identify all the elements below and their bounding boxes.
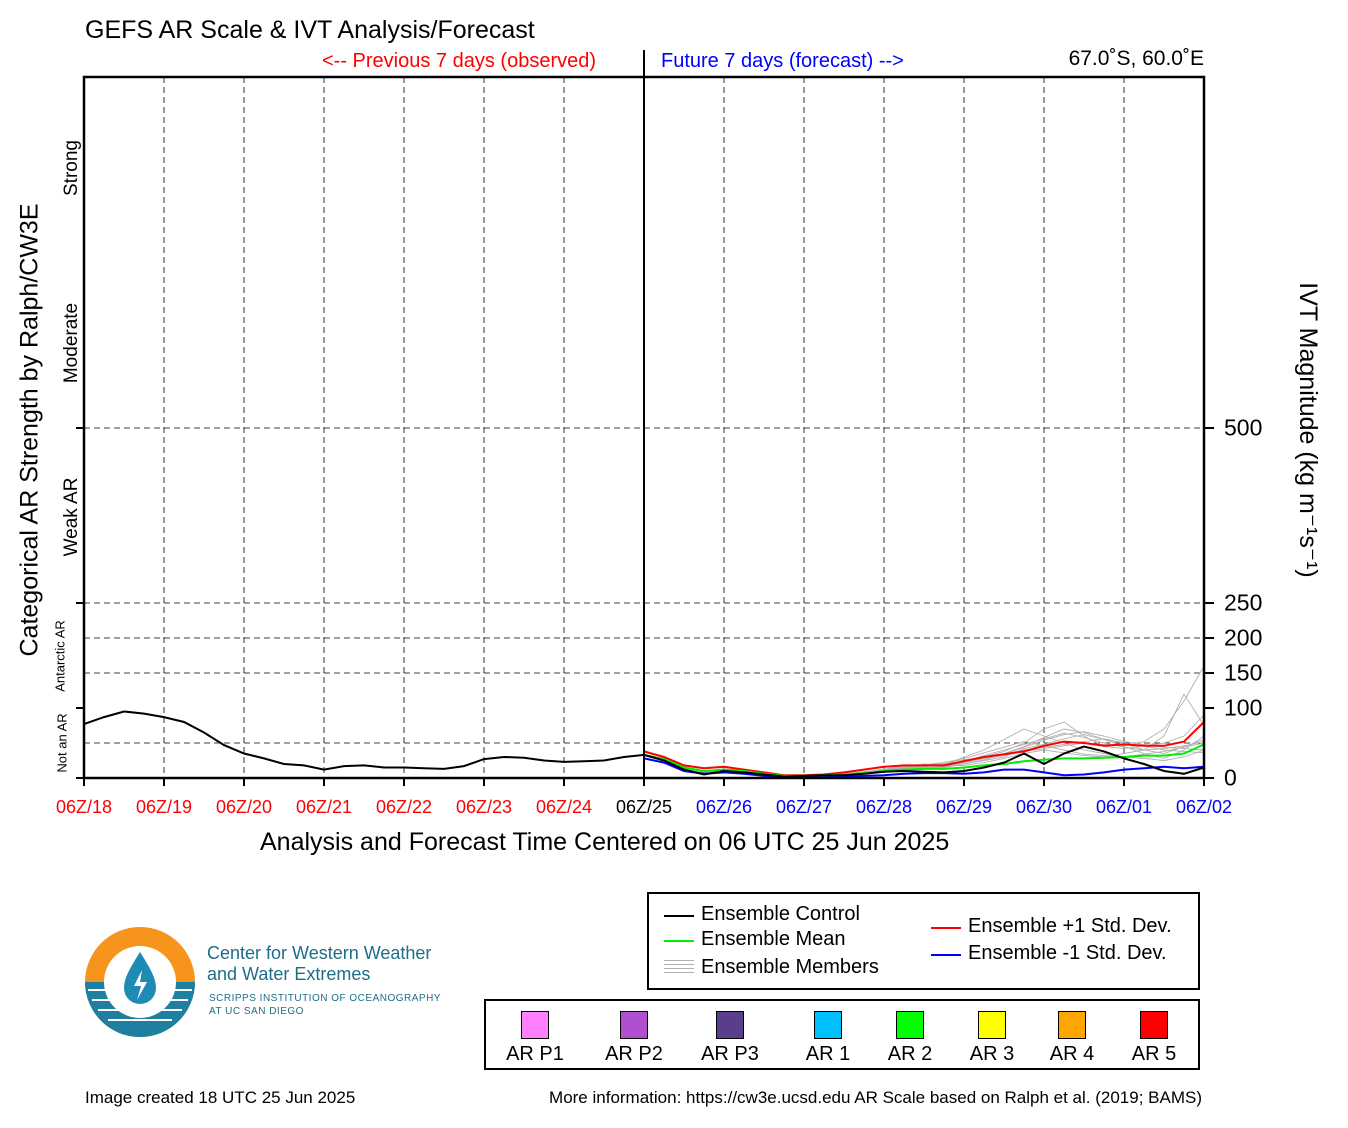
ar-scale-label: AR 5 [1131, 1043, 1177, 1065]
category-strong-label: Strong [61, 140, 82, 196]
ar-scale-label: AR 3 [969, 1043, 1015, 1065]
more-info-footer: More information: https://cw3e.ucsd.edu … [549, 1088, 1202, 1107]
ar-scale-item: AR P2 [594, 1011, 674, 1066]
ar-scale-label: AR 2 [887, 1043, 933, 1065]
y-axis-left-label: Categorical AR Strength by Ralph/CW3E [15, 203, 44, 657]
lightning-icon [134, 970, 147, 1000]
ar-scale-swatch [620, 1011, 648, 1039]
x-axis-label: Analysis and Forecast Time Centered on 0… [260, 828, 950, 856]
legend-control-swatch [664, 915, 694, 917]
x-tick-label: 06Z/28 [855, 797, 913, 817]
ar-scale-swatch [1058, 1011, 1086, 1039]
x-tick-label: 06Z/22 [375, 797, 433, 817]
x-tick-label: 06Z/26 [695, 797, 753, 817]
ar-scale-swatch [978, 1011, 1006, 1039]
legend-minus-swatch [931, 954, 961, 956]
ar-scale-item: AR 1 [788, 1011, 868, 1066]
series-lines [83, 710, 1205, 778]
category-not-ar-label: Not an AR [54, 713, 70, 773]
y-tick-label: 100 [1224, 694, 1263, 721]
legend-minus-label: Ensemble -1 Std. Dev. [968, 942, 1167, 964]
org-sub-line1: SCRIPPS INSTITUTION OF OCEANOGRAPHY [209, 993, 441, 1004]
y-tick-label: 250 [1224, 589, 1263, 616]
ensemble-control-line [643, 745, 1205, 778]
category-antarctic-label: Antarctic AR [52, 620, 68, 692]
legend-mean-swatch [664, 940, 694, 942]
y-axis-right-label: IVT Magnitude (kg m⁻¹s⁻¹) [1294, 282, 1322, 578]
org-name-line1: Center for Western Weather [207, 943, 432, 963]
ar-scale-item: AR 3 [952, 1011, 1032, 1066]
ar-scale-swatch [716, 1011, 744, 1039]
x-tick-label: 06Z/23 [455, 797, 513, 817]
x-tick-label: 06Z/24 [535, 797, 593, 817]
ar-scale-legend: AR P1 AR P2 AR P3 AR 1 AR 2 AR 3 AR 4 AR 5 [484, 999, 1200, 1070]
x-tick-label: 06Z/01 [1095, 797, 1153, 817]
category-weak-label: Weak AR [61, 477, 82, 557]
ar-scale-label: AR P1 [506, 1043, 564, 1065]
y-tick-label: 150 [1224, 659, 1263, 686]
ar-scale-swatch [896, 1011, 924, 1039]
legend-mean-label: Ensemble Mean [701, 928, 846, 950]
image-created-footer: Image created 18 UTC 25 Jun 2025 [85, 1088, 356, 1107]
x-tick-label: 06Z/18 [55, 797, 113, 817]
ar-scale-label: AR P3 [701, 1043, 759, 1065]
ar-scale-item: AR 2 [870, 1011, 950, 1066]
future-days-label: Future 7 days (forecast) --> [661, 50, 904, 72]
ar-scale-item: AR 4 [1032, 1011, 1112, 1066]
x-tick-label: 06Z/20 [215, 797, 273, 817]
x-tick-label: 06Z/21 [295, 797, 353, 817]
ensemble-plus-std-line [643, 721, 1205, 777]
ar-scale-label: AR 4 [1049, 1043, 1095, 1065]
previous-days-label: <-- Previous 7 days (observed) [322, 50, 597, 72]
y-tick-label: 0 [1224, 764, 1237, 791]
ar-scale-label: AR 1 [805, 1043, 851, 1065]
y-tick-label: 500 [1224, 414, 1263, 441]
observed-ivt-line [83, 710, 645, 771]
x-tick-label: 06Z/30 [1015, 797, 1073, 817]
x-tick-label: 06Z/27 [775, 797, 833, 817]
ensemble-mean-line [643, 743, 1205, 777]
ar-scale-item: AR P1 [495, 1011, 575, 1066]
ar-scale-item: AR P3 [690, 1011, 770, 1066]
ar-scale-item: AR 5 [1114, 1011, 1194, 1066]
legend-plus-label: Ensemble +1 Std. Dev. [968, 915, 1172, 937]
x-tick-label: 06Z/29 [935, 797, 993, 817]
org-name-line2: and Water Extremes [207, 964, 371, 984]
org-sub-line2: AT UC SAN DIEGO [209, 1006, 304, 1017]
ar-scale-label: AR P2 [605, 1043, 663, 1065]
chart-title: GEFS AR Scale & IVT Analysis/Forecast [85, 16, 535, 44]
legend-control-label: Ensemble Control [701, 903, 860, 925]
cw3e-logo [85, 927, 195, 1037]
x-tick-label: 06Z/25 [615, 797, 673, 817]
ensemble-members [643, 665, 1205, 778]
x-tick-label: 06Z/19 [135, 797, 193, 817]
ensemble-member-line [643, 665, 1205, 777]
legend-members-label: Ensemble Members [701, 956, 879, 978]
ensemble-minus-std-line [643, 757, 1205, 778]
plot-frame [76, 50, 1214, 786]
legend-members-swatch [664, 960, 694, 974]
legend-plus-swatch [931, 927, 961, 929]
y-tick-label: 200 [1224, 624, 1263, 651]
category-moderate-label: Moderate [61, 302, 82, 384]
ar-scale-swatch [521, 1011, 549, 1039]
series-legend: Ensemble Control Ensemble Mean Ensemble … [647, 892, 1200, 990]
x-tick-label: 06Z/02 [1175, 797, 1233, 817]
location-label: 67.0˚S, 60.0˚E [1068, 47, 1204, 70]
ar-scale-swatch [1140, 1011, 1168, 1039]
ar-scale-swatch [814, 1011, 842, 1039]
